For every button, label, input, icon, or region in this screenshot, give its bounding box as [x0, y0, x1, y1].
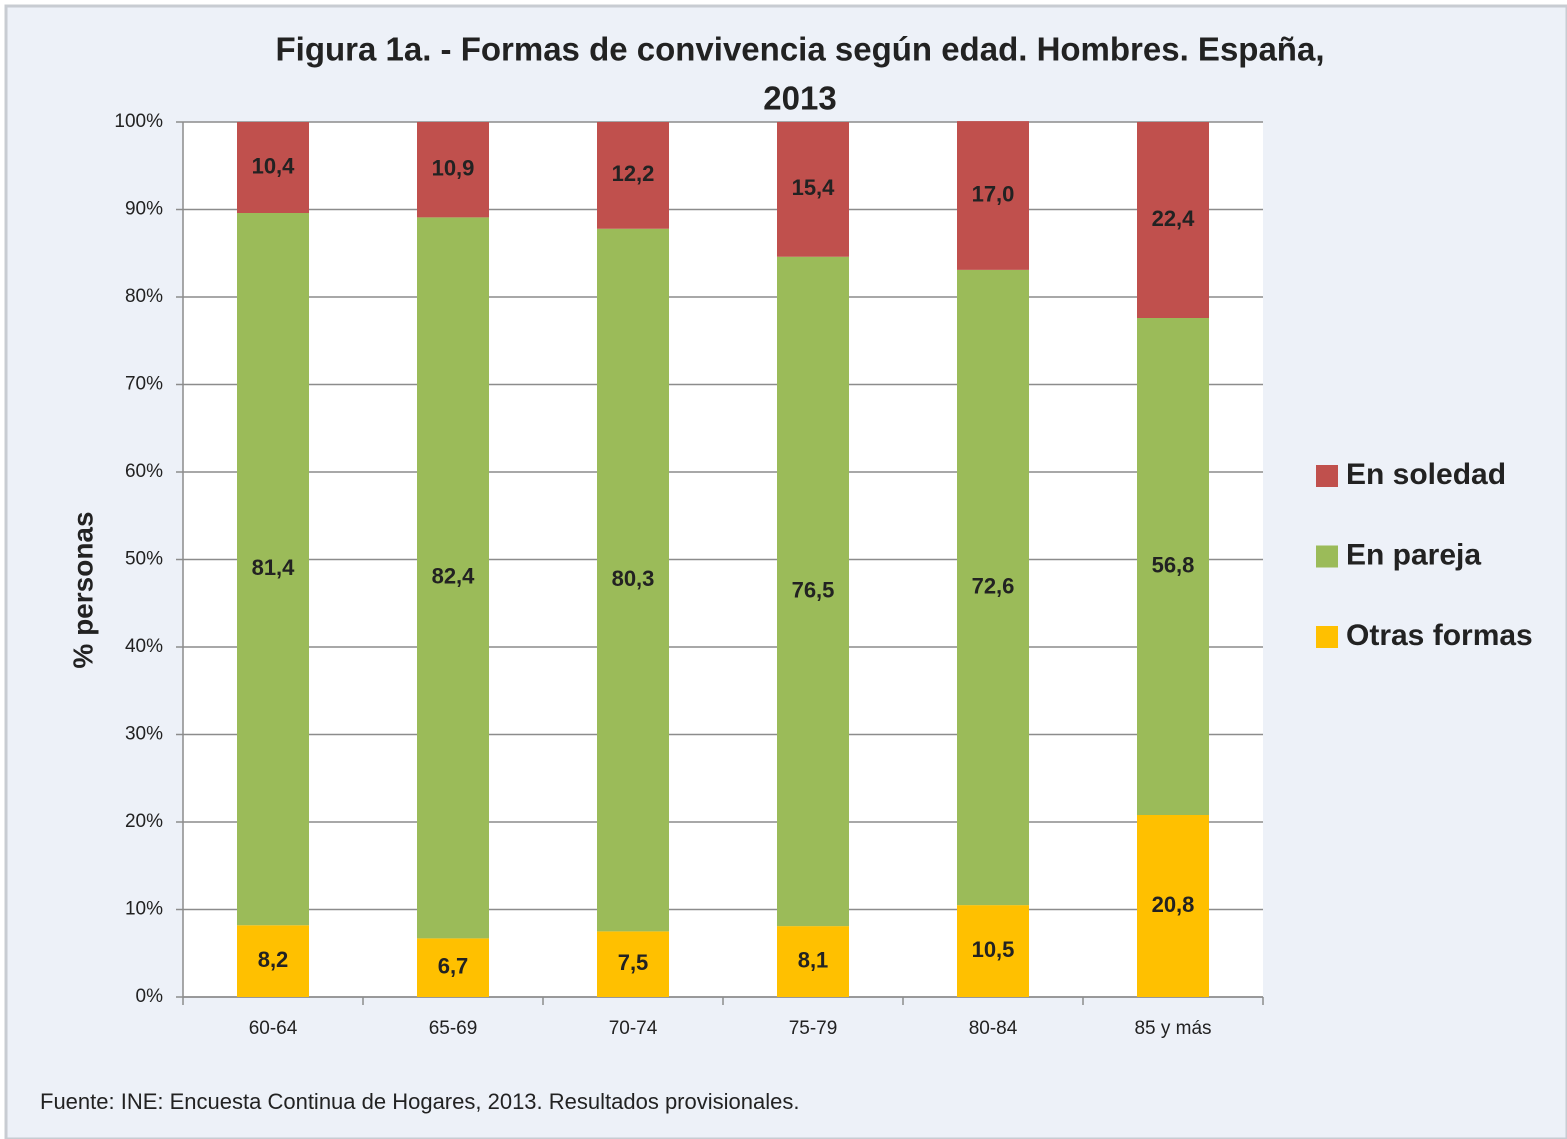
bar-segment	[597, 122, 669, 229]
legend-swatch	[1316, 465, 1338, 487]
data-label: 10,4	[252, 153, 296, 178]
chart-title: 2013	[763, 80, 836, 117]
chart-title: Figura 1a. - Formas de convivencia según…	[276, 31, 1325, 68]
data-label: 6,7	[438, 954, 469, 979]
bar-segment	[417, 122, 489, 218]
data-label: 82,4	[432, 564, 476, 589]
bar-segment	[957, 905, 1029, 997]
y-tick-label: 80%	[125, 286, 163, 307]
data-label: 22,4	[1152, 206, 1196, 231]
y-tick-label: 90%	[125, 199, 163, 220]
bar-segment	[417, 217, 489, 939]
y-tick-label: 50%	[125, 549, 163, 570]
x-tick-label: 65-69	[429, 1018, 478, 1039]
bar-segment	[1137, 122, 1209, 318]
bar-segment	[237, 213, 309, 926]
data-label: 10,5	[972, 937, 1015, 962]
bar-segment	[417, 938, 489, 997]
y-axis-label: % personas	[67, 511, 98, 668]
y-tick-label: 0%	[136, 986, 164, 1007]
data-label: 15,4	[792, 175, 836, 200]
data-label: 72,6	[972, 573, 1015, 598]
y-tick-label: 70%	[125, 374, 163, 395]
bar-segment	[1137, 318, 1209, 815]
legend-swatch	[1316, 545, 1338, 568]
legend-label: En soledad	[1346, 458, 1506, 491]
y-tick-label: 100%	[114, 111, 163, 132]
data-label: 7,5	[618, 950, 649, 975]
bar-segment	[777, 926, 849, 997]
x-tick-label: 80-84	[969, 1018, 1018, 1039]
legend-label: Otras formas	[1346, 619, 1533, 652]
y-tick-label: 10%	[125, 899, 163, 920]
y-tick-label: 60%	[125, 461, 163, 482]
bar-segment	[597, 228, 669, 932]
bar-segment	[597, 931, 669, 997]
data-label: 20,8	[1152, 892, 1195, 917]
x-tick-label: 75-79	[789, 1018, 838, 1039]
bar-segment	[237, 122, 309, 213]
data-label: 80,3	[612, 566, 655, 591]
y-tick-label: 30%	[125, 724, 163, 745]
data-label: 76,5	[792, 577, 835, 602]
data-label: 56,8	[1152, 552, 1195, 577]
legend-label: En pareja	[1346, 538, 1481, 571]
bar-segment	[957, 269, 1029, 906]
bar-segment	[777, 256, 849, 927]
source-note: Fuente: INE: Encuesta Continua de Hogare…	[40, 1089, 799, 1114]
x-tick-label: 70-74	[609, 1018, 658, 1039]
data-label: 10,9	[432, 156, 475, 181]
bar-segment	[237, 925, 309, 997]
data-label: 12,2	[612, 161, 655, 186]
data-label: 8,1	[798, 947, 829, 972]
y-tick-label: 20%	[125, 811, 163, 832]
x-tick-label: 60-64	[249, 1018, 298, 1039]
data-label: 8,2	[258, 947, 289, 972]
y-tick-label: 40%	[125, 636, 163, 657]
data-label: 81,4	[252, 555, 296, 580]
bar-segment	[1137, 815, 1209, 997]
bar-segment	[957, 121, 1029, 270]
bar-segment	[777, 122, 849, 257]
legend-swatch	[1316, 626, 1338, 648]
data-label: 17,0	[972, 181, 1015, 206]
x-tick-label: 85 y más	[1134, 1018, 1211, 1039]
